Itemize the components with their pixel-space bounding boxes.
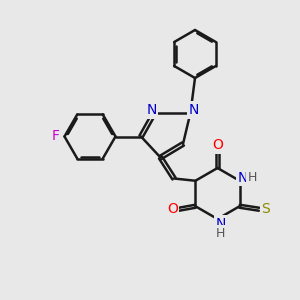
Text: O: O (167, 202, 178, 216)
Text: S: S (261, 202, 270, 216)
Text: H: H (216, 227, 225, 240)
Text: N: N (215, 217, 226, 230)
Text: O: O (212, 138, 223, 152)
Text: H: H (248, 171, 257, 184)
Text: N: N (188, 103, 199, 117)
Text: F: F (52, 130, 60, 143)
Text: N: N (146, 103, 157, 117)
Text: N: N (238, 171, 248, 185)
